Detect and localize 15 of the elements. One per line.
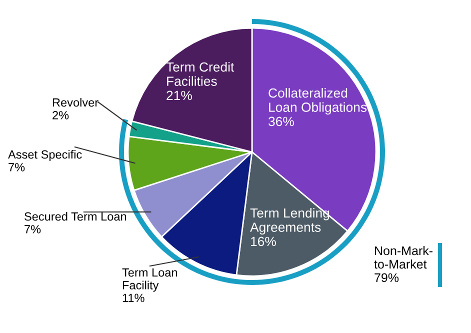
slice-label: Term Loan Facility: [122, 268, 178, 292]
data-label: 11%: [122, 294, 144, 302]
data-label: 7%: [8, 163, 25, 172]
slice-label: Asset Specific: [8, 150, 82, 162]
text: Non-Mark-to-Market 79%: [374, 246, 432, 282]
data-label: 7%: [24, 225, 41, 234]
data-label: 36%: [268, 116, 294, 126]
data-label: 21%: [166, 90, 192, 100]
slice-label: Revolver: [52, 98, 98, 107]
slice-label: Secured Term Loan: [24, 212, 126, 221]
slice-label: Term Lending Agreements: [250, 208, 330, 235]
data-label: 2%: [52, 111, 69, 120]
slice-label: Term Credit Facilities: [166, 62, 234, 86]
data-label: 16%: [251, 236, 276, 246]
slice-label: Collateralized Loan Obligations: [268, 88, 367, 115]
